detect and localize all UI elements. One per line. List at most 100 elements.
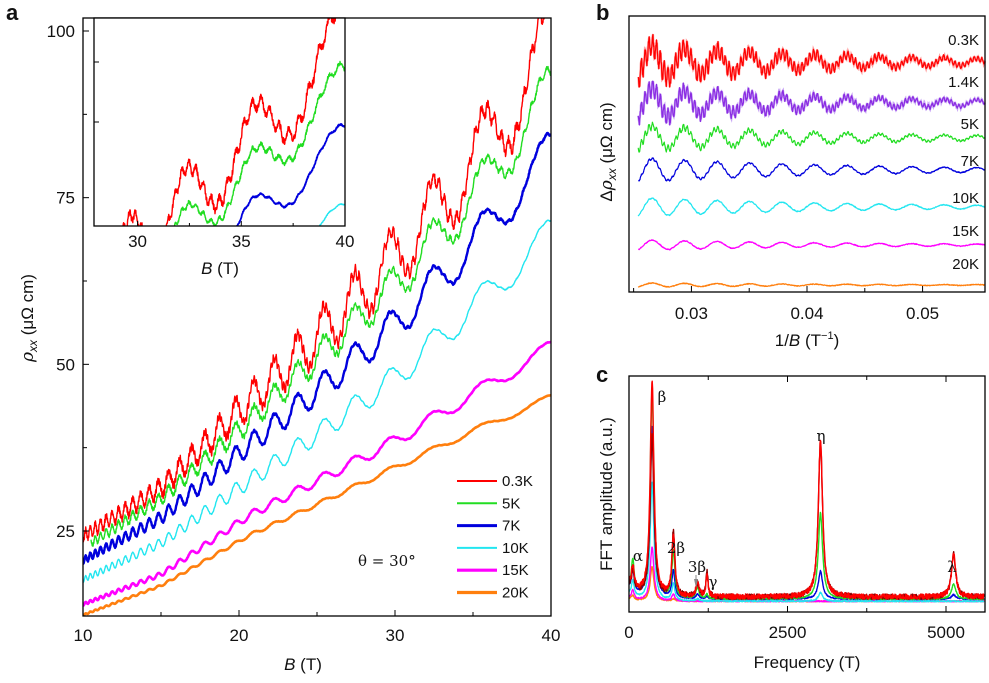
- panel-b-series-7K-line: [637, 157, 986, 182]
- panel-a-curves: [83, 18, 551, 616]
- inset-ticks: 30 35 40: [94, 61, 355, 251]
- panel-c-ticks: 0 2500 5000: [624, 376, 965, 642]
- panel-b-ylabel-symbol: ρ: [597, 180, 617, 191]
- panel-letter-b: b: [596, 0, 609, 25]
- panel-b-ticks: 0.03 0.04 0.05: [633, 286, 939, 323]
- inset-series-0_3K-line: [122, 18, 345, 226]
- panel-letter-c: c: [596, 362, 608, 387]
- panel-c-x-tick-label: 2500: [769, 623, 807, 642]
- y-tick-label: 25: [56, 522, 75, 541]
- legend-label: 0.3K: [502, 473, 533, 490]
- panel-b-xlabel-pre: 1/: [775, 331, 789, 350]
- panel-b-curves: [637, 33, 987, 288]
- peak-label-γ: γ: [709, 573, 718, 591]
- inset-x-tick-label: 30: [128, 232, 147, 251]
- panel-a-xlabel: B (T): [284, 655, 322, 674]
- panel-b-xlabel-var: B: [789, 331, 800, 350]
- series-15K-line: [83, 340, 551, 607]
- panel-a-inset: 30 35 40 B (T): [93, 17, 355, 278]
- series-20K-line: [83, 393, 551, 616]
- panel-a: a 10 20 30 40 25 50 75 100 B (T) ρxx (μΩ cm) 0.…: [6, 0, 560, 674]
- panel-c-series-5K-line: [629, 391, 985, 601]
- panel-b-series-label: 7K: [961, 153, 979, 170]
- y-tick-label: 50: [56, 355, 75, 374]
- panel-b-xlabel-close: ): [834, 331, 840, 350]
- inset-series-5K-line: [173, 60, 345, 226]
- panel-b-ylabel-sub: xx: [605, 167, 619, 181]
- panel-c-xlabel: Frequency (T): [754, 653, 861, 672]
- panel-a-ylabel-sub: xx: [26, 339, 40, 353]
- inset-xlabel: B (T): [201, 259, 239, 278]
- panel-b-xlabel: 1/B (T−1): [775, 330, 840, 350]
- panel-b-series-5K-line: [637, 121, 986, 153]
- inset-x-tick-label: 40: [336, 232, 355, 251]
- peak-label-β: β: [658, 388, 667, 406]
- panel-c-series-0_3K-line: [629, 380, 985, 600]
- x-tick-label: 10: [74, 626, 93, 645]
- panel-b-xlabel-unit: (T: [800, 331, 821, 350]
- legend-label: 10K: [502, 540, 529, 557]
- legend-label: 15K: [502, 562, 529, 579]
- panel-b-series-label: 20K: [952, 256, 979, 273]
- panel-c-ylabel: FFT amplitude (a.u.): [597, 417, 616, 571]
- panel-a-ylabel-symbol: ρ: [18, 352, 38, 363]
- panel-a-ylabel: ρxx (μΩ cm): [18, 274, 40, 363]
- legend-label: 20K: [502, 585, 529, 602]
- panel-c-series-1_4K-line: [629, 433, 985, 600]
- y-tick-label: 100: [47, 22, 75, 41]
- peak-label-η: η: [817, 427, 826, 445]
- panel-b-x-tick-label: 0.04: [790, 304, 823, 323]
- panel-b-x-tick-label: 0.03: [675, 304, 708, 323]
- panel-c-frame: [628, 375, 986, 613]
- panel-a-legend: 0.3K 5K 7K 10K 15K 20K: [457, 473, 533, 602]
- inset-series-10K-line: [318, 203, 345, 226]
- panel-c-x-tick-label: 5000: [927, 623, 965, 642]
- panel-a-xlabel-unit: (T): [295, 655, 321, 674]
- x-tick-label: 40: [542, 626, 561, 645]
- peak-label-λ: λ: [947, 558, 957, 576]
- panel-b-series-10K-line: [637, 197, 986, 217]
- inset-xlabel-unit: (T): [212, 259, 238, 278]
- panel-a-angle-annotation: θ = 30°: [358, 552, 416, 570]
- peak-label-α: α: [633, 547, 643, 565]
- legend-label: 5K: [502, 495, 520, 512]
- inset-series-7K-line: [235, 123, 345, 226]
- series-7K-line: [83, 131, 551, 565]
- panel-b-series-1_4K-line: [637, 80, 986, 126]
- inset-xlabel-var: B: [201, 259, 212, 278]
- panel-c-curves: [629, 380, 985, 603]
- peak-3beta-arrow-icon: [694, 579, 698, 588]
- panel-b-ylabel-delta: Δ: [597, 190, 616, 201]
- inset-x-tick-label: 35: [232, 232, 251, 251]
- peak-label-2β: 2β: [667, 539, 685, 557]
- panel-b-series-15K-line: [637, 239, 986, 251]
- panel-a-ticks: 10 20 30 40 25 50 75 100: [47, 22, 561, 645]
- panel-b-series-20K-line: [637, 282, 986, 288]
- panel-b-x-tick-label: 0.05: [906, 304, 939, 323]
- y-tick-label: 75: [56, 189, 75, 208]
- panel-c-series-10K-line: [629, 481, 985, 603]
- x-tick-label: 20: [230, 626, 249, 645]
- panel-b-series-labels: 0.3K 1.4K 5K 7K 10K 15K 20K: [948, 32, 979, 273]
- panel-b-series-0_3K-line: [637, 33, 986, 88]
- panel-b-ylabel: Δρxx (μΩ cm): [597, 102, 619, 201]
- panel-b: b 0.03 0.04 0.05 0.3K 1.4K 5K 7K 10K 15K 20K 1/B…: [596, 0, 987, 350]
- inset-curves: [122, 18, 345, 226]
- panel-a-ylabel-unit: (μΩ cm): [18, 274, 37, 340]
- panel-b-series-label: 0.3K: [948, 32, 979, 49]
- series-5K-line: [90, 65, 551, 547]
- panel-b-series-label: 10K: [952, 190, 979, 207]
- series-0_3K-line: [83, 18, 545, 543]
- x-tick-label: 30: [386, 626, 405, 645]
- series-10K-line: [83, 219, 551, 583]
- panel-b-series-label: 5K: [961, 116, 979, 133]
- panel-b-series-label: 1.4K: [948, 74, 979, 91]
- legend-label: 7K: [502, 518, 520, 535]
- panel-c-series-7K-line: [629, 425, 985, 601]
- peak-label-3β: 3β: [688, 558, 706, 576]
- panel-a-xlabel-var: B: [284, 655, 295, 674]
- panel-b-ylabel-unit: (μΩ cm): [597, 102, 616, 168]
